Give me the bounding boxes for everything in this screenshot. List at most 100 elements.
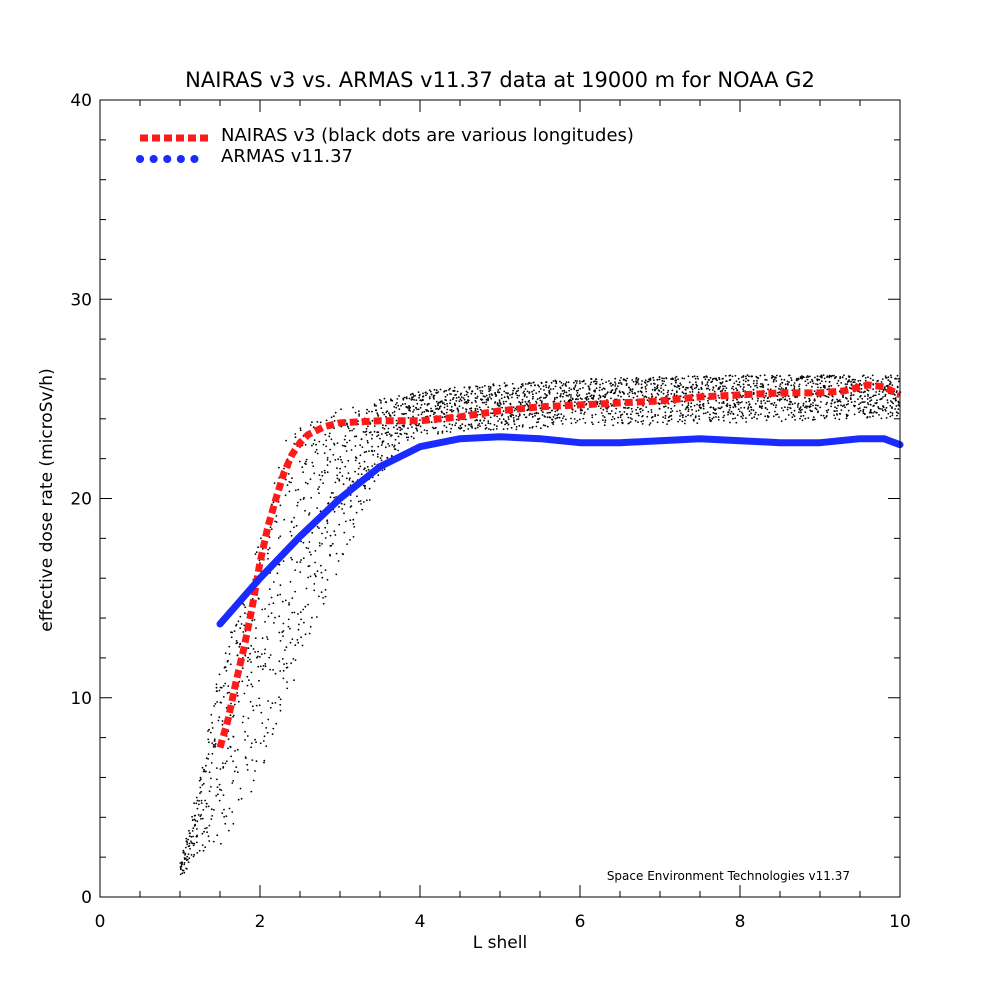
longitude-dot [631, 392, 634, 395]
longitude-dot [539, 399, 542, 402]
longitude-dot [558, 416, 561, 419]
longitude-dot [298, 623, 300, 626]
longitude-dot [687, 414, 689, 417]
longitude-dot [489, 389, 492, 391]
longitude-dot [243, 692, 246, 695]
longitude-dot [667, 416, 670, 419]
longitude-dot [548, 407, 551, 409]
longitude-dot [565, 385, 567, 387]
longitude-dot [842, 396, 844, 399]
longitude-dot [763, 374, 766, 377]
longitude-dot [819, 386, 822, 389]
longitude-dot [681, 391, 684, 394]
longitude-dot [487, 385, 490, 388]
longitude-dot [528, 382, 530, 384]
longitude-dot [226, 692, 229, 694]
longitude-dot [789, 407, 792, 410]
longitude-dot [507, 416, 510, 418]
longitude-dot [345, 450, 348, 452]
longitude-dot [884, 395, 886, 397]
longitude-dot [418, 423, 421, 425]
longitude-dot [807, 376, 810, 378]
longitude-dot [477, 410, 479, 413]
longitude-dot [372, 454, 375, 456]
longitude-dot [813, 399, 816, 402]
longitude-dot [670, 418, 673, 421]
longitude-dot [332, 453, 335, 456]
longitude-dot [388, 433, 391, 436]
longitude-dot [296, 639, 299, 641]
longitude-dot [779, 398, 781, 401]
longitude-dot [306, 482, 309, 485]
longitude-dot [545, 384, 547, 387]
longitude-dot [373, 463, 376, 465]
longitude-dot [396, 432, 399, 435]
longitude-dot [323, 452, 326, 454]
longitude-dot [725, 380, 728, 382]
longitude-dot [341, 475, 344, 477]
x-tick-label: 8 [735, 912, 746, 932]
longitude-dot [201, 844, 204, 846]
longitude-dot [831, 398, 834, 401]
longitude-dot [412, 415, 414, 418]
longitude-dot [753, 416, 756, 418]
longitude-dot [293, 516, 295, 519]
longitude-dot [489, 428, 492, 431]
longitude-dot [391, 412, 394, 414]
longitude-dot [700, 407, 702, 410]
longitude-dot [365, 427, 368, 430]
longitude-dot [285, 439, 287, 442]
longitude-dot [546, 394, 548, 397]
longitude-dot [808, 400, 811, 403]
longitude-dot [465, 400, 468, 403]
longitude-dot [192, 855, 195, 858]
longitude-dot [213, 809, 215, 811]
longitude-dot [703, 376, 705, 379]
longitude-dot [858, 411, 861, 414]
longitude-dot [434, 411, 436, 414]
longitude-dot [330, 438, 333, 441]
longitude-dot [652, 376, 655, 379]
longitude-dot [227, 747, 229, 750]
longitude-dot [532, 381, 535, 384]
longitude-dot [497, 389, 500, 391]
longitude-dot [847, 403, 849, 405]
longitude-dot [568, 393, 571, 396]
longitude-dot [230, 702, 232, 705]
longitude-dot [376, 455, 379, 458]
longitude-dot [195, 802, 198, 805]
longitude-dot [513, 420, 515, 423]
longitude-dot [576, 419, 579, 422]
longitude-dot [811, 380, 814, 383]
longitude-dot [470, 392, 473, 395]
longitude-dot [556, 392, 559, 395]
longitude-dot [256, 655, 259, 658]
longitude-dot [881, 408, 883, 410]
longitude-dot [484, 424, 487, 427]
longitude-dot [737, 408, 740, 411]
longitude-dot [352, 406, 354, 409]
longitude-dot [383, 413, 386, 416]
longitude-dot [891, 406, 893, 409]
longitude-dot [515, 426, 518, 428]
longitude-dot [468, 424, 471, 426]
longitude-dot [481, 392, 484, 395]
longitude-dot [216, 701, 219, 703]
longitude-dot [587, 408, 589, 410]
longitude-dot [562, 392, 565, 395]
longitude-dot [782, 396, 784, 399]
longitude-dot [313, 583, 316, 585]
longitude-dot [260, 711, 263, 714]
longitude-dot [211, 752, 214, 755]
longitude-dot [625, 380, 628, 382]
longitude-dot [502, 400, 505, 403]
longitude-dot [403, 412, 406, 415]
longitude-dot [597, 405, 600, 408]
longitude-dot [236, 692, 239, 694]
longitude-dot [494, 391, 496, 394]
longitude-dot [313, 439, 316, 442]
longitude-dot [406, 439, 409, 441]
longitude-dot [712, 386, 715, 389]
longitude-dot [299, 561, 302, 563]
longitude-dot [203, 768, 205, 771]
